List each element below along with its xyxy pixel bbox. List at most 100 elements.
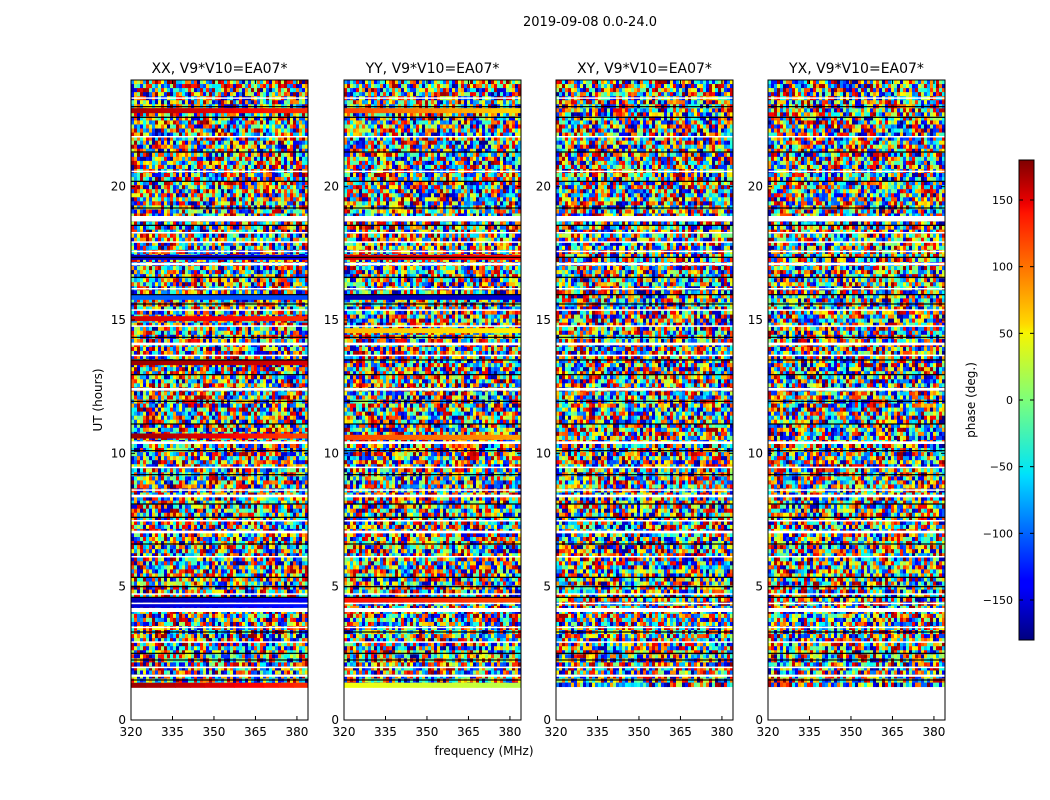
heatmap-cell (179, 185, 183, 190)
heatmap-cell (212, 156, 216, 162)
heatmap-cell (248, 92, 252, 97)
heatmap-cell (224, 225, 228, 231)
heatmap-cell (248, 310, 252, 315)
heatmap-cell (164, 274, 168, 279)
heatmap-cell (146, 233, 150, 239)
heatmap-cell (275, 298, 279, 303)
heatmap-cell (242, 92, 246, 97)
heatmap-cell (275, 201, 279, 206)
heatmap-cell (248, 290, 252, 295)
heatmap-cell (185, 229, 189, 235)
heatmap-cell (218, 124, 222, 129)
heatmap-cell (296, 185, 300, 190)
heatmap-cell (287, 346, 291, 352)
heatmap-cell (248, 383, 252, 388)
heatmap-cell (191, 403, 195, 408)
heatmap-cell (158, 391, 162, 396)
heatmap-cell (302, 270, 306, 275)
heatmap-cell (176, 80, 180, 85)
heatmap-cell (161, 270, 165, 275)
heatmap-cell (227, 274, 231, 279)
heatmap-cell (170, 156, 174, 162)
heatmap-cell (194, 173, 198, 178)
heatmap-cell (170, 241, 174, 247)
heatmap-cell (170, 302, 174, 307)
heatmap-cell (206, 173, 210, 178)
heatmap-cell (266, 181, 270, 186)
heatmap-cell (152, 290, 156, 295)
heatmap-cell (290, 257, 294, 263)
heatmap-cell (299, 306, 303, 311)
heatmap-cell (170, 310, 174, 315)
heatmap-cell (296, 181, 300, 186)
heatmap-cell (182, 136, 186, 142)
heatmap-cell (263, 132, 267, 138)
heatmap-cell (164, 173, 168, 178)
heatmap-cell (305, 395, 309, 400)
heatmap-cell (167, 383, 171, 388)
heatmap-cell (188, 367, 192, 372)
heatmap-cell (140, 419, 144, 425)
heatmap-cell (281, 120, 285, 125)
heatmap-cell (284, 298, 288, 303)
heatmap-cell (149, 189, 153, 194)
heatmap-cell (263, 164, 267, 170)
heatmap-cell (218, 201, 222, 206)
heatmap-cell (275, 310, 279, 315)
heatmap-cell (209, 177, 213, 182)
heatmap-cell (173, 120, 177, 125)
heatmap-cell (245, 379, 249, 384)
heatmap-cell (233, 274, 237, 279)
heatmap-cell (290, 310, 294, 315)
heatmap-cell (245, 100, 249, 105)
heatmap-cell (257, 298, 261, 303)
heatmap-cell (254, 330, 258, 336)
heatmap-cell (161, 363, 165, 368)
heatmap-cell (221, 181, 225, 186)
heatmap-cell (221, 375, 225, 380)
heatmap-cell (227, 197, 231, 202)
heatmap-cell (212, 237, 216, 243)
heatmap-cell (176, 229, 180, 235)
heatmap-cell (212, 266, 216, 271)
heatmap-cell (275, 185, 279, 190)
heatmap-cell (140, 173, 144, 178)
heatmap-cell (290, 395, 294, 400)
heatmap-cell (197, 350, 201, 356)
heatmap-cell (296, 92, 300, 97)
heatmap-cell (167, 274, 171, 279)
heatmap-cell (287, 282, 291, 287)
heatmap-cell (134, 177, 138, 182)
heatmap-cell (260, 346, 264, 352)
heatmap-cell (269, 371, 273, 376)
heatmap-cell (206, 245, 210, 251)
heatmap-cell (257, 338, 261, 344)
heatmap-cell (248, 367, 252, 372)
heatmap-cell (233, 310, 237, 315)
heatmap-cell (224, 193, 228, 198)
heatmap-cell (179, 302, 183, 307)
heatmap-cell (290, 233, 294, 239)
heatmap-cell (158, 92, 162, 97)
heatmap-cell (182, 322, 186, 328)
heatmap-cell (269, 189, 273, 194)
heatmap-cell (170, 371, 174, 376)
heatmap-cell (260, 181, 264, 186)
heatmap-cell (131, 181, 135, 186)
heatmap-cell (212, 112, 216, 117)
heatmap-cell (152, 411, 156, 417)
heatmap-cell (284, 177, 288, 182)
heatmap-cell (305, 367, 309, 372)
heatmap-cell (209, 100, 213, 105)
heatmap-cell (224, 164, 228, 170)
heatmap-cell (134, 266, 138, 271)
heatmap-cell (236, 310, 240, 315)
heatmap-cell (242, 266, 246, 271)
heatmap-cell (296, 282, 300, 287)
heatmap-cell (272, 302, 276, 307)
heatmap-cell (155, 132, 159, 138)
heatmap-cell (287, 322, 291, 328)
heatmap-cell (155, 120, 159, 125)
heatmap-cell (191, 84, 195, 89)
heatmap-cell (284, 144, 288, 150)
